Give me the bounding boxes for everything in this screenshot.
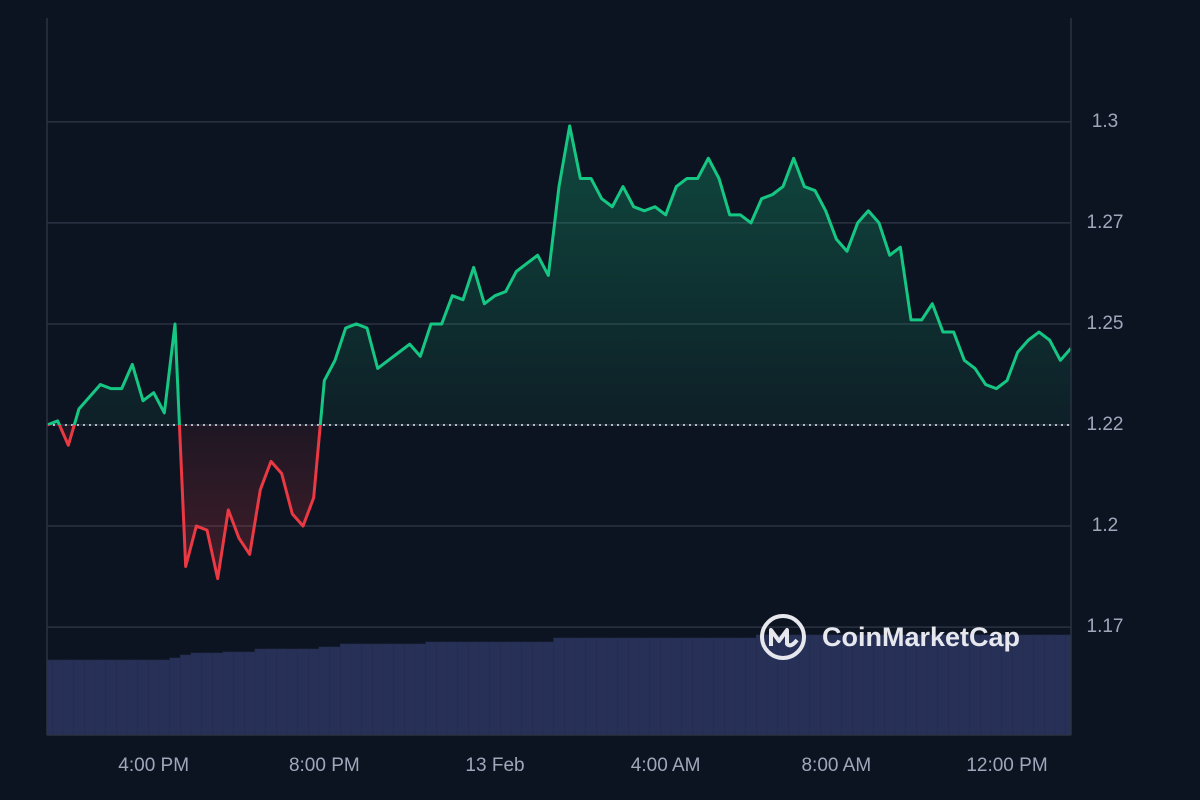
volume-bar [489,641,501,736]
volume-bar [510,641,522,736]
volume-bar [84,659,96,736]
logo-mark [769,628,799,648]
volume-bar [148,659,160,736]
volume-bar [222,651,234,736]
volume-bar [809,634,821,736]
volume-bar [414,643,426,736]
volume-bar [500,641,512,736]
volume-bar [649,637,661,736]
volume-bar [318,646,330,736]
y-tick-label: 1.25 [1087,313,1124,334]
x-tick-label: 4:00 AM [631,755,701,776]
volume-bar [158,659,170,736]
volume-bar [777,634,789,736]
volume-bar [446,641,458,736]
y-tick-label: 1.3 [1092,111,1118,132]
volume-bar [457,641,469,736]
x-tick-label: 4:00 PM [118,755,189,776]
volume-bar [425,641,437,736]
volume-bar [393,643,405,736]
volume-bar [1022,634,1034,736]
volume-bar [702,637,714,736]
volume-bar [361,643,373,736]
volume-bar [286,648,298,736]
y-tick-label: 1.2 [1092,515,1118,536]
volume-bar [617,637,629,736]
volume-bar [254,648,266,736]
volume-bar [372,643,384,736]
volume-bar [521,641,533,736]
volume-bar [553,637,565,736]
volume-bar [244,651,256,736]
volume-bar [670,637,682,736]
volume-bar [1044,634,1056,736]
volume-bar [681,637,693,736]
logo [760,614,806,660]
volume-bar [46,659,53,736]
volume-bar [94,659,106,736]
y-tick-label: 1.22 [1087,414,1124,435]
volume-bar [606,637,618,736]
volume-bar [713,637,725,736]
volume-bar [478,641,490,736]
x-tick-label: 8:00 AM [801,755,871,776]
x-tick-label: 13 Feb [465,755,524,776]
volume-bar [329,646,341,736]
price-line-down [47,425,322,581]
volume-bar [628,637,640,736]
volume-bar [169,657,181,736]
volume-bar [596,637,608,736]
volume-bar [734,637,746,736]
volume-bar [1033,634,1045,736]
watermark-text: CoinMarketCap [822,622,1020,652]
volume-bar [276,648,288,736]
volume-bar [468,641,480,736]
volume-bar [340,643,352,736]
x-tick-label: 12:00 PM [966,755,1047,776]
plot [46,124,1073,581]
volume-bar [190,652,202,736]
volume-bar [308,648,320,736]
watermark: CoinMarketCap [760,614,1020,660]
price-line-up [46,124,1073,426]
volume-bar [52,659,64,736]
volume-bar [212,652,224,736]
volume-bar [350,643,362,736]
volume-bar [1054,634,1066,736]
volume-bar [382,643,394,736]
volume-bar [564,637,576,736]
volume-bar [201,652,213,736]
y-tick-label: 1.17 [1087,616,1124,637]
volume-bar [265,648,277,736]
volume-bar [724,637,736,736]
volume-bar [404,643,416,736]
volume [46,634,1072,736]
volume-bar [638,637,650,736]
volume-bar [692,637,704,736]
volume-bar [1065,634,1072,736]
area-down [47,425,1071,579]
volume-bar [532,641,544,736]
volume-bar [126,659,138,736]
volume-bar [73,659,85,736]
volume-bar [137,659,149,736]
frame [46,18,1072,736]
volume-bar [585,637,597,736]
volume-bar [574,637,586,736]
volume-bar [233,651,245,736]
area-up [47,125,1071,426]
volume-bar [542,641,554,736]
volume-bar [297,648,309,736]
volume-bar [116,659,128,736]
volume-bar [436,641,448,736]
x-tick-label: 8:00 PM [289,755,360,776]
volume-bar [105,659,117,736]
volume-bar [660,637,672,736]
volume-bar [62,659,74,736]
y-tick-label: 1.27 [1087,212,1124,233]
volume-bar [745,637,757,736]
volume-bar [180,654,192,736]
